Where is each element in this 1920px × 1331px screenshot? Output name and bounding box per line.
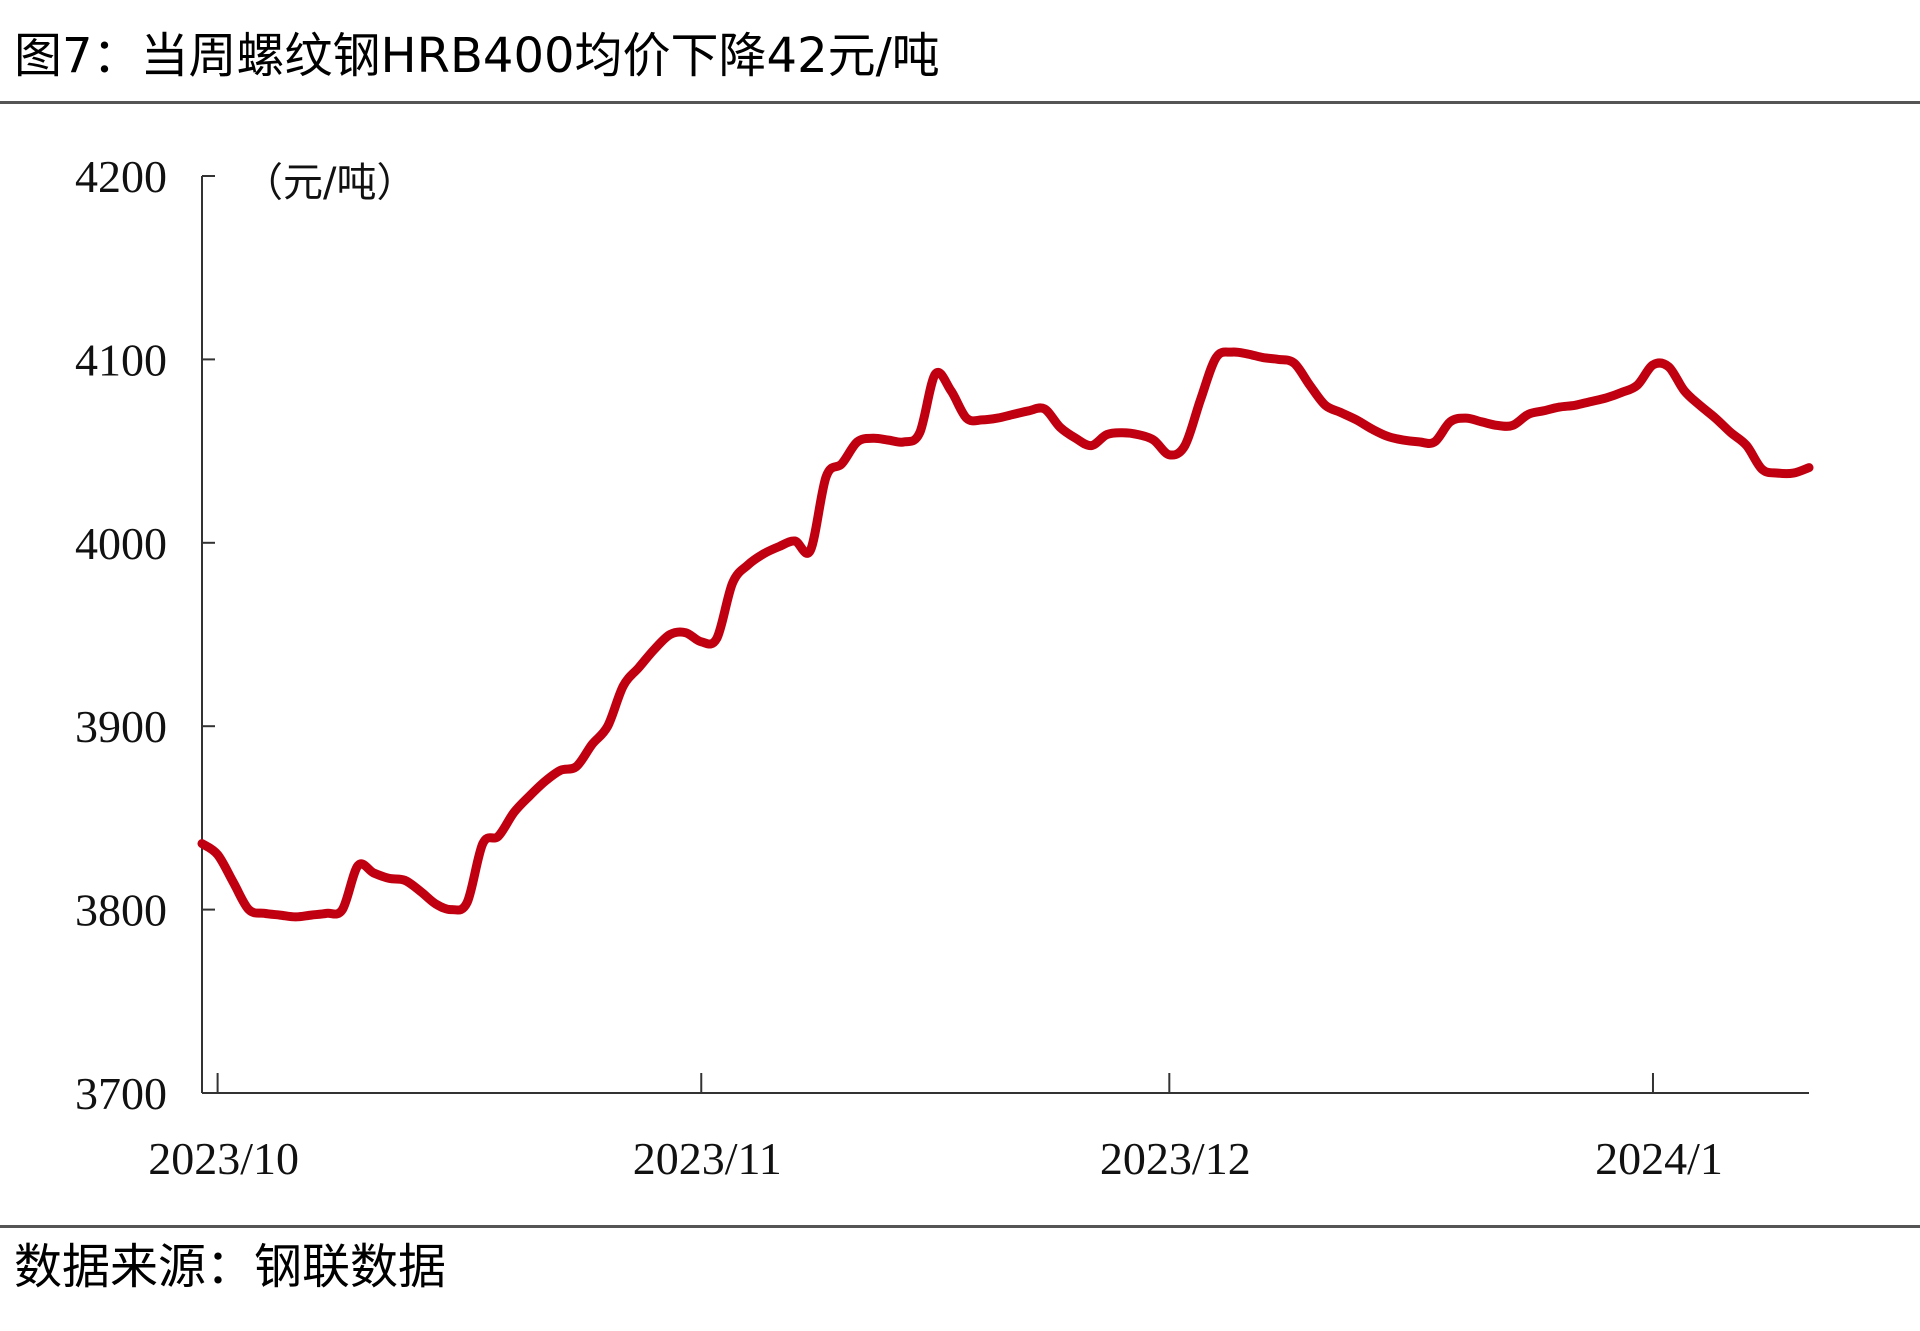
x-tick-label: 2023/11 [633,1133,782,1184]
figure-title: 图7：当周螺纹钢HRB400均价下降42元/吨 [14,28,940,84]
y-axis: 3700 3800 3900 4000 4100 4200 [75,151,215,1119]
x-tick-label: 2024/1 [1595,1133,1723,1184]
y-tick-label: 4200 [75,151,167,202]
y-tick-label: 4000 [75,518,167,569]
y-tick-label: 4100 [75,334,167,385]
y-unit-label: （元/吨） [243,160,416,206]
source-note: 数据来源：钢联数据 [14,1239,447,1295]
y-tick-label: 3700 [75,1068,167,1119]
y-tick-label: 3900 [75,701,167,752]
x-tick-label: 2023/10 [148,1133,299,1184]
y-tick-label: 3800 [75,885,167,936]
top-divider [0,101,1920,104]
bottom-divider [0,1225,1920,1228]
series-line-0 [197,347,1814,922]
x-axis: 2023/10 2023/11 2023/12 2024/1 [148,1073,1809,1184]
series-group [197,347,1814,922]
x-tick-label: 2023/12 [1100,1133,1251,1184]
